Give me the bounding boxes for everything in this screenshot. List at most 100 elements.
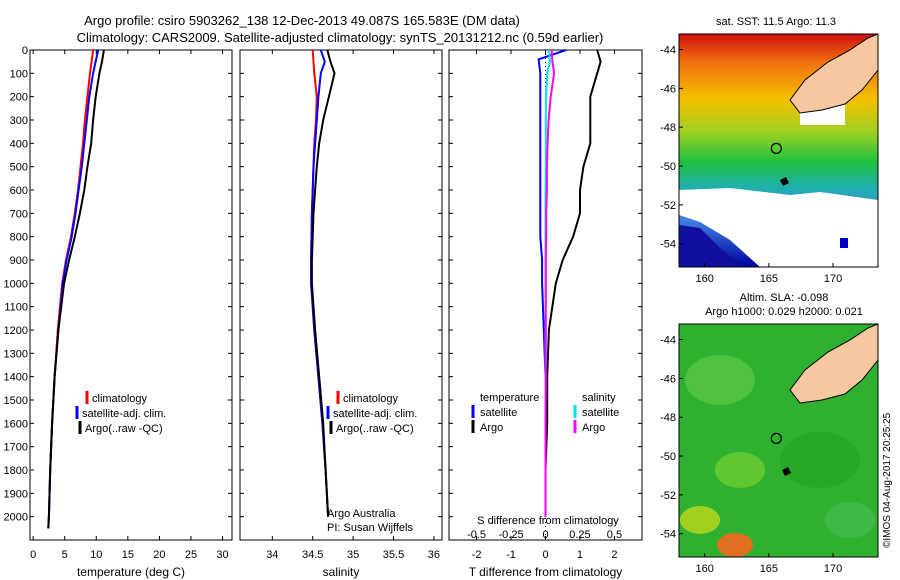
s-diff-tick-label: -0.25 bbox=[498, 529, 523, 541]
depth-tick-label: 1700 bbox=[4, 442, 28, 454]
argo-float-marker bbox=[770, 432, 782, 444]
s-diff-tick-label: 0.5 bbox=[607, 529, 622, 541]
depth-tick-label: 1200 bbox=[4, 325, 28, 337]
x-axis-label: T difference from climatology bbox=[469, 565, 623, 579]
lat-tick-label: -46 bbox=[660, 373, 676, 385]
figure-title-line2: Climatology: CARS2009. Satellite-adjuste… bbox=[77, 30, 604, 45]
legend-s-argo-label: Argo bbox=[582, 422, 605, 434]
legend-climatology-label: climatology bbox=[92, 393, 148, 405]
sst-blue-patch bbox=[840, 238, 848, 248]
x-tick-label: 5 bbox=[62, 549, 68, 561]
legend-argo-label: Argo(..raw -QC) bbox=[336, 423, 414, 435]
legend-satellite-label: satellite-adj. clim. bbox=[82, 408, 166, 420]
pi-annotation-line1: Argo Australia bbox=[327, 508, 396, 520]
x-tick-label: 30 bbox=[216, 549, 228, 561]
s-diff-tick-label: -0.5 bbox=[467, 529, 486, 541]
salinity-legend: climatology satellite-adj. clim. Argo(..… bbox=[326, 391, 417, 435]
sst-cold-water bbox=[679, 225, 745, 267]
depth-tick-label: 1500 bbox=[4, 395, 28, 407]
legend-climatology-label: climatology bbox=[343, 393, 399, 405]
sla-map-frame bbox=[678, 323, 879, 558]
x-tick-label: -1 bbox=[506, 549, 516, 561]
lon-tick-label: 160 bbox=[695, 563, 713, 575]
sla-map-axes: -44 -46 -48 -50 -52 -54 160 165 170 bbox=[660, 335, 842, 575]
sla-anomaly bbox=[715, 452, 765, 488]
lat-tick-label: -48 bbox=[660, 412, 676, 424]
pi-annotation-line2: PI: Susan Wijffels bbox=[327, 522, 413, 534]
lat-tick-label: -50 bbox=[660, 161, 676, 173]
x-tick-label: 2 bbox=[611, 549, 617, 561]
argo-float-marker bbox=[770, 142, 782, 154]
legend-satellite-label: satellite-adj. clim. bbox=[333, 408, 417, 420]
x-tick-label: 34 bbox=[266, 549, 278, 561]
x-tick-label: 25 bbox=[185, 549, 197, 561]
sla-anomaly bbox=[825, 502, 875, 538]
sst-missing-data bbox=[679, 188, 878, 267]
depth-tick-label: 1400 bbox=[4, 372, 28, 384]
depth-tick-label: 300 bbox=[10, 115, 28, 127]
legend-temperature-header: temperature bbox=[480, 392, 539, 404]
lon-tick-label: 160 bbox=[695, 273, 713, 285]
depth-tick-label: 600 bbox=[10, 185, 28, 197]
legend-t-argo-label: Argo bbox=[480, 422, 503, 434]
depth-tick-label: 0 bbox=[22, 45, 28, 57]
sst-map-title: sat. SST: 11.5 Argo: 11.3 bbox=[716, 16, 836, 28]
depth-tick-label: 700 bbox=[10, 208, 28, 220]
x-tick-label: 36 bbox=[428, 549, 440, 561]
lat-tick-label: -52 bbox=[660, 200, 676, 212]
figure-title-line1: Argo profile: csiro 5903262_138 12-Dec-2… bbox=[84, 13, 520, 28]
salinity-plot: 34 34.5 35 35.5 36 salinity bbox=[240, 49, 442, 579]
depth-tick-label: 2000 bbox=[4, 512, 28, 524]
sla-anomaly bbox=[685, 355, 755, 405]
lat-tick-label: -44 bbox=[660, 335, 676, 347]
depth-tick-label: 100 bbox=[10, 68, 28, 80]
sla-anomaly bbox=[680, 506, 720, 534]
depth-tick-label: 1900 bbox=[4, 488, 28, 500]
salinity-panel bbox=[239, 49, 443, 541]
sla-anomaly bbox=[717, 533, 753, 557]
depth-tick-label: 800 bbox=[10, 232, 28, 244]
island-marker bbox=[782, 467, 791, 476]
lat-tick-label: -54 bbox=[660, 529, 676, 541]
lon-tick-label: 165 bbox=[760, 273, 778, 285]
lat-tick-label: -44 bbox=[660, 45, 676, 57]
x-tick-label: -2 bbox=[472, 549, 482, 561]
x-tick-label: 20 bbox=[153, 549, 165, 561]
temperature-legend: climatology satellite-adj. clim. Argo(..… bbox=[75, 391, 166, 435]
lat-tick-label: -48 bbox=[660, 122, 676, 134]
x-axis-label: temperature (deg C) bbox=[77, 565, 185, 579]
series-line bbox=[544, 49, 556, 517]
x-axis-label: salinity bbox=[323, 565, 360, 579]
sst-map-axes: -44 -46 -48 -50 -52 -54 160 165 170 bbox=[660, 45, 842, 285]
sla-map-title-line1: Altim. SLA: -0.098 bbox=[740, 292, 829, 304]
legend-salinity-header: salinity bbox=[582, 392, 616, 404]
depth-tick-label: 1100 bbox=[4, 302, 28, 314]
sla-map-title-line2: Argo h1000: 0.029 h2000: 0.021 bbox=[705, 306, 863, 318]
lat-tick-label: -50 bbox=[660, 451, 676, 463]
depth-tick-label: 1600 bbox=[4, 418, 28, 430]
depth-tick-label: 1800 bbox=[4, 465, 28, 477]
legend-argo-label: Argo(..raw -QC) bbox=[85, 423, 163, 435]
temperature-plot: 0100200300400500600700800900100011001200… bbox=[4, 45, 232, 579]
x-tick-label: 1 bbox=[577, 549, 583, 561]
lat-tick-label: -46 bbox=[660, 83, 676, 95]
x-tick-label: 0 bbox=[30, 549, 36, 561]
lon-tick-label: 170 bbox=[824, 273, 842, 285]
new-zealand-land bbox=[789, 324, 878, 404]
depth-tick-label: 1300 bbox=[4, 348, 28, 360]
series-line bbox=[310, 49, 336, 517]
legend-s-satellite-label: satellite bbox=[582, 407, 619, 419]
s-diff-tick-label: 0.25 bbox=[569, 529, 590, 541]
x-tick-label: 35.5 bbox=[383, 549, 404, 561]
x-tick-label: 10 bbox=[90, 549, 102, 561]
lon-tick-label: 170 bbox=[824, 563, 842, 575]
difference-legend: temperature satellite Argo salinity sate… bbox=[471, 392, 619, 434]
sla-map bbox=[679, 324, 878, 557]
depth-tick-label: 500 bbox=[10, 162, 28, 174]
legend-t-satellite-label: satellite bbox=[480, 407, 517, 419]
sst-map bbox=[679, 34, 878, 267]
sla-anomaly bbox=[780, 432, 860, 488]
lon-tick-label: 165 bbox=[760, 563, 778, 575]
